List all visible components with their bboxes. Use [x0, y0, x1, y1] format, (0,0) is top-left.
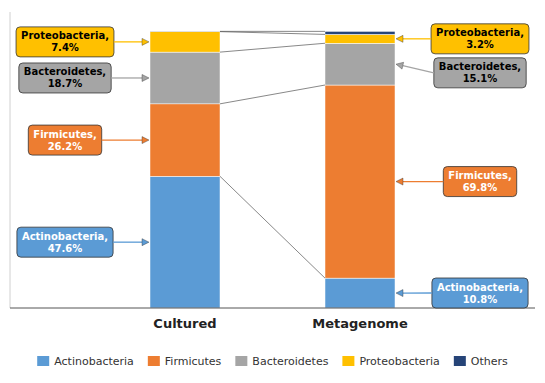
- annotation: Actinobacteria,10.8%: [396, 278, 528, 308]
- annotation-line: Firmicutes,: [448, 170, 511, 181]
- annotation: Proteobacteria,3.2%: [396, 24, 529, 54]
- annotation-box: [432, 278, 528, 308]
- bar-segment: [150, 32, 220, 52]
- connector: [220, 31, 325, 32]
- annotation-arrowhead: [396, 62, 404, 69]
- annotation-arrowhead: [396, 35, 403, 42]
- bar-segment: [150, 31, 220, 32]
- bars: [150, 31, 395, 308]
- legend-swatch: [37, 356, 49, 366]
- annotation-line: Bacteroidetes,: [439, 61, 521, 72]
- bar-segment: [325, 31, 395, 34]
- annotation: Firmicutes,26.2%: [28, 125, 149, 155]
- annotation-arrow: [403, 38, 431, 39]
- annotation-box: [431, 24, 529, 54]
- annotation-text: Bacteroidetes,15.1%: [439, 61, 521, 84]
- connector: [220, 85, 325, 104]
- connector: [220, 32, 325, 35]
- y-axis-line: [10, 12, 11, 308]
- legend-label: Bacteroidetes: [252, 355, 328, 368]
- annotation: Firmicutes,69.8%: [396, 167, 517, 197]
- annotation-arrow: [403, 181, 443, 182]
- annotation-arrowhead: [142, 38, 149, 45]
- legend-label: Proteobacteria: [359, 355, 439, 368]
- bar-segment: [325, 43, 395, 85]
- annotation-box: [443, 167, 516, 197]
- annotation-arrowhead: [142, 137, 149, 144]
- bar-segment: [150, 176, 220, 308]
- x-tick-label: Metagenome: [312, 316, 408, 331]
- annotation-arrow: [403, 66, 434, 73]
- x-tick-label: Cultured: [153, 316, 216, 331]
- annotation-line: Actinobacteria,: [437, 282, 523, 293]
- legend-label: Actinobacteria: [54, 355, 134, 368]
- annotation-arrowhead: [396, 290, 403, 297]
- annotation-box: [434, 58, 526, 88]
- annotation: Bacteroidetes,18.7%: [19, 63, 149, 93]
- legend-label: Firmicutes: [165, 355, 222, 368]
- legend-swatch: [235, 356, 247, 366]
- bar-segment: [325, 278, 395, 308]
- annotation-arrowhead: [142, 74, 149, 81]
- annotation-box: [28, 125, 101, 155]
- annotation-line: 7.4%: [51, 42, 79, 53]
- annotation-line: 47.6%: [48, 243, 83, 254]
- annotation: Proteobacteria,7.4%: [16, 27, 149, 57]
- legend-swatch: [148, 356, 160, 366]
- bar-segment: [150, 52, 220, 104]
- annotation-text: Bacteroidetes,18.7%: [24, 66, 106, 89]
- annotation-line: 26.2%: [48, 141, 83, 152]
- annotation-arrow: [114, 41, 142, 42]
- annotation-arrow: [113, 242, 142, 243]
- annotation-line: 3.2%: [466, 39, 494, 50]
- legend-swatch: [454, 356, 466, 366]
- annotation-text: Firmicutes,69.8%: [448, 170, 511, 193]
- annotation-arrow: [403, 292, 432, 293]
- connectors: [220, 31, 325, 278]
- legend: Actinobacteria Firmicutes Bacteroidetes Pro…: [37, 355, 508, 368]
- annotations: Proteobacteria,7.4%Bacteroidetes,18.7%Fi…: [16, 24, 529, 308]
- annotation-line: 69.8%: [463, 182, 498, 193]
- annotation-arrow: [111, 77, 142, 78]
- annotation-arrow: [102, 139, 142, 140]
- annotation-text: Proteobacteria,3.2%: [436, 27, 524, 50]
- annotation-line: Bacteroidetes,: [24, 66, 106, 77]
- annotation-box: [19, 63, 111, 93]
- bar-segment: [150, 104, 220, 176]
- legend-swatch: [342, 356, 354, 366]
- legend-label: Others: [471, 355, 508, 368]
- connector: [220, 43, 325, 52]
- annotation-text: Actinobacteria,47.6%: [22, 231, 108, 254]
- annotation-text: Actinobacteria,10.8%: [437, 282, 523, 305]
- annotation-arrowhead: [142, 239, 149, 246]
- annotation: Actinobacteria,47.6%: [17, 227, 149, 257]
- bar-segment: [325, 34, 395, 43]
- annotation-line: 15.1%: [463, 73, 498, 84]
- annotation-arrowhead: [396, 178, 403, 185]
- connector: [220, 176, 325, 278]
- annotation-box: [16, 27, 114, 57]
- annotation-line: Proteobacteria,: [436, 27, 524, 38]
- annotation-line: Proteobacteria,: [21, 30, 109, 41]
- annotation-line: Actinobacteria,: [22, 231, 108, 242]
- annotation-line: Firmicutes,: [33, 129, 96, 140]
- annotation-text: Firmicutes,26.2%: [33, 129, 96, 152]
- chart: CulturedMetagenomeProteobacteria,7.4%Bac…: [0, 0, 545, 383]
- annotation-line: 10.8%: [463, 294, 498, 305]
- annotation-box: [17, 227, 113, 257]
- annotation-line: 18.7%: [48, 78, 83, 89]
- annotation-text: Proteobacteria,7.4%: [21, 30, 109, 53]
- annotation: Bacteroidetes,15.1%: [396, 58, 526, 88]
- bar-segment: [325, 85, 395, 278]
